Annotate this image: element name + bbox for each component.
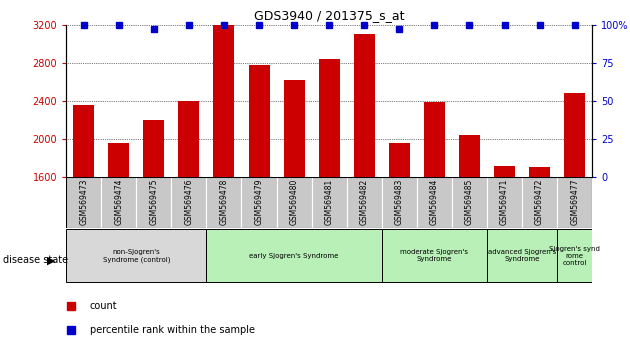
Text: GSM569471: GSM569471 (500, 178, 509, 225)
Text: count: count (90, 301, 118, 311)
Text: GSM569480: GSM569480 (290, 178, 299, 225)
Bar (389, 143, 410, 177)
Bar (382, 177, 417, 228)
Text: non-Sjogren's
Syndrome (control): non-Sjogren's Syndrome (control) (103, 249, 170, 263)
Bar (207, 229, 382, 282)
Text: GSM569476: GSM569476 (185, 178, 193, 225)
Text: percentile rank within the sample: percentile rank within the sample (90, 325, 255, 335)
Bar (101, 177, 136, 228)
Bar (284, 80, 305, 177)
Text: early Sjogren's Syndrome: early Sjogren's Syndrome (249, 253, 339, 259)
Bar (248, 65, 270, 177)
Bar (346, 177, 382, 228)
Bar (522, 177, 557, 228)
Text: advanced Sjogren's
Syndrome: advanced Sjogren's Syndrome (488, 249, 556, 262)
Bar (382, 229, 487, 282)
Text: disease state: disease state (3, 255, 68, 265)
Bar (487, 229, 557, 282)
Bar (417, 177, 452, 228)
Text: GSM569473: GSM569473 (79, 178, 88, 225)
Bar (564, 93, 585, 177)
Text: GSM569472: GSM569472 (535, 178, 544, 225)
Bar (424, 102, 445, 177)
Text: Sjogren's synd
rome
control: Sjogren's synd rome control (549, 246, 600, 266)
Bar (73, 105, 94, 177)
Bar (277, 177, 312, 228)
Text: GSM569482: GSM569482 (360, 178, 369, 225)
Bar (66, 177, 101, 228)
Bar (143, 120, 164, 177)
Text: ▶: ▶ (47, 255, 55, 265)
Bar (353, 34, 375, 177)
Bar (136, 177, 171, 228)
Text: GSM569481: GSM569481 (324, 178, 334, 225)
Bar (171, 177, 207, 228)
Bar (66, 229, 207, 282)
Bar (529, 166, 550, 177)
Bar (108, 143, 129, 177)
Bar (207, 177, 241, 228)
Bar (459, 135, 480, 177)
Bar (214, 25, 234, 177)
Bar (557, 229, 592, 282)
Bar (487, 177, 522, 228)
Text: GSM569485: GSM569485 (465, 178, 474, 225)
Bar (178, 101, 200, 177)
Text: GSM569484: GSM569484 (430, 178, 439, 225)
Text: GSM569479: GSM569479 (255, 178, 263, 225)
Text: GSM569477: GSM569477 (570, 178, 579, 225)
Bar (494, 166, 515, 177)
Text: GSM569478: GSM569478 (219, 178, 229, 225)
Bar (241, 177, 277, 228)
Bar (452, 177, 487, 228)
Text: GSM569474: GSM569474 (114, 178, 123, 225)
Text: GSM569483: GSM569483 (395, 178, 404, 225)
Bar (319, 59, 340, 177)
Text: moderate Sjogren's
Syndrome: moderate Sjogren's Syndrome (401, 249, 468, 262)
Title: GDS3940 / 201375_s_at: GDS3940 / 201375_s_at (254, 9, 404, 22)
Bar (557, 177, 592, 228)
Text: GSM569475: GSM569475 (149, 178, 158, 225)
Bar (312, 177, 347, 228)
